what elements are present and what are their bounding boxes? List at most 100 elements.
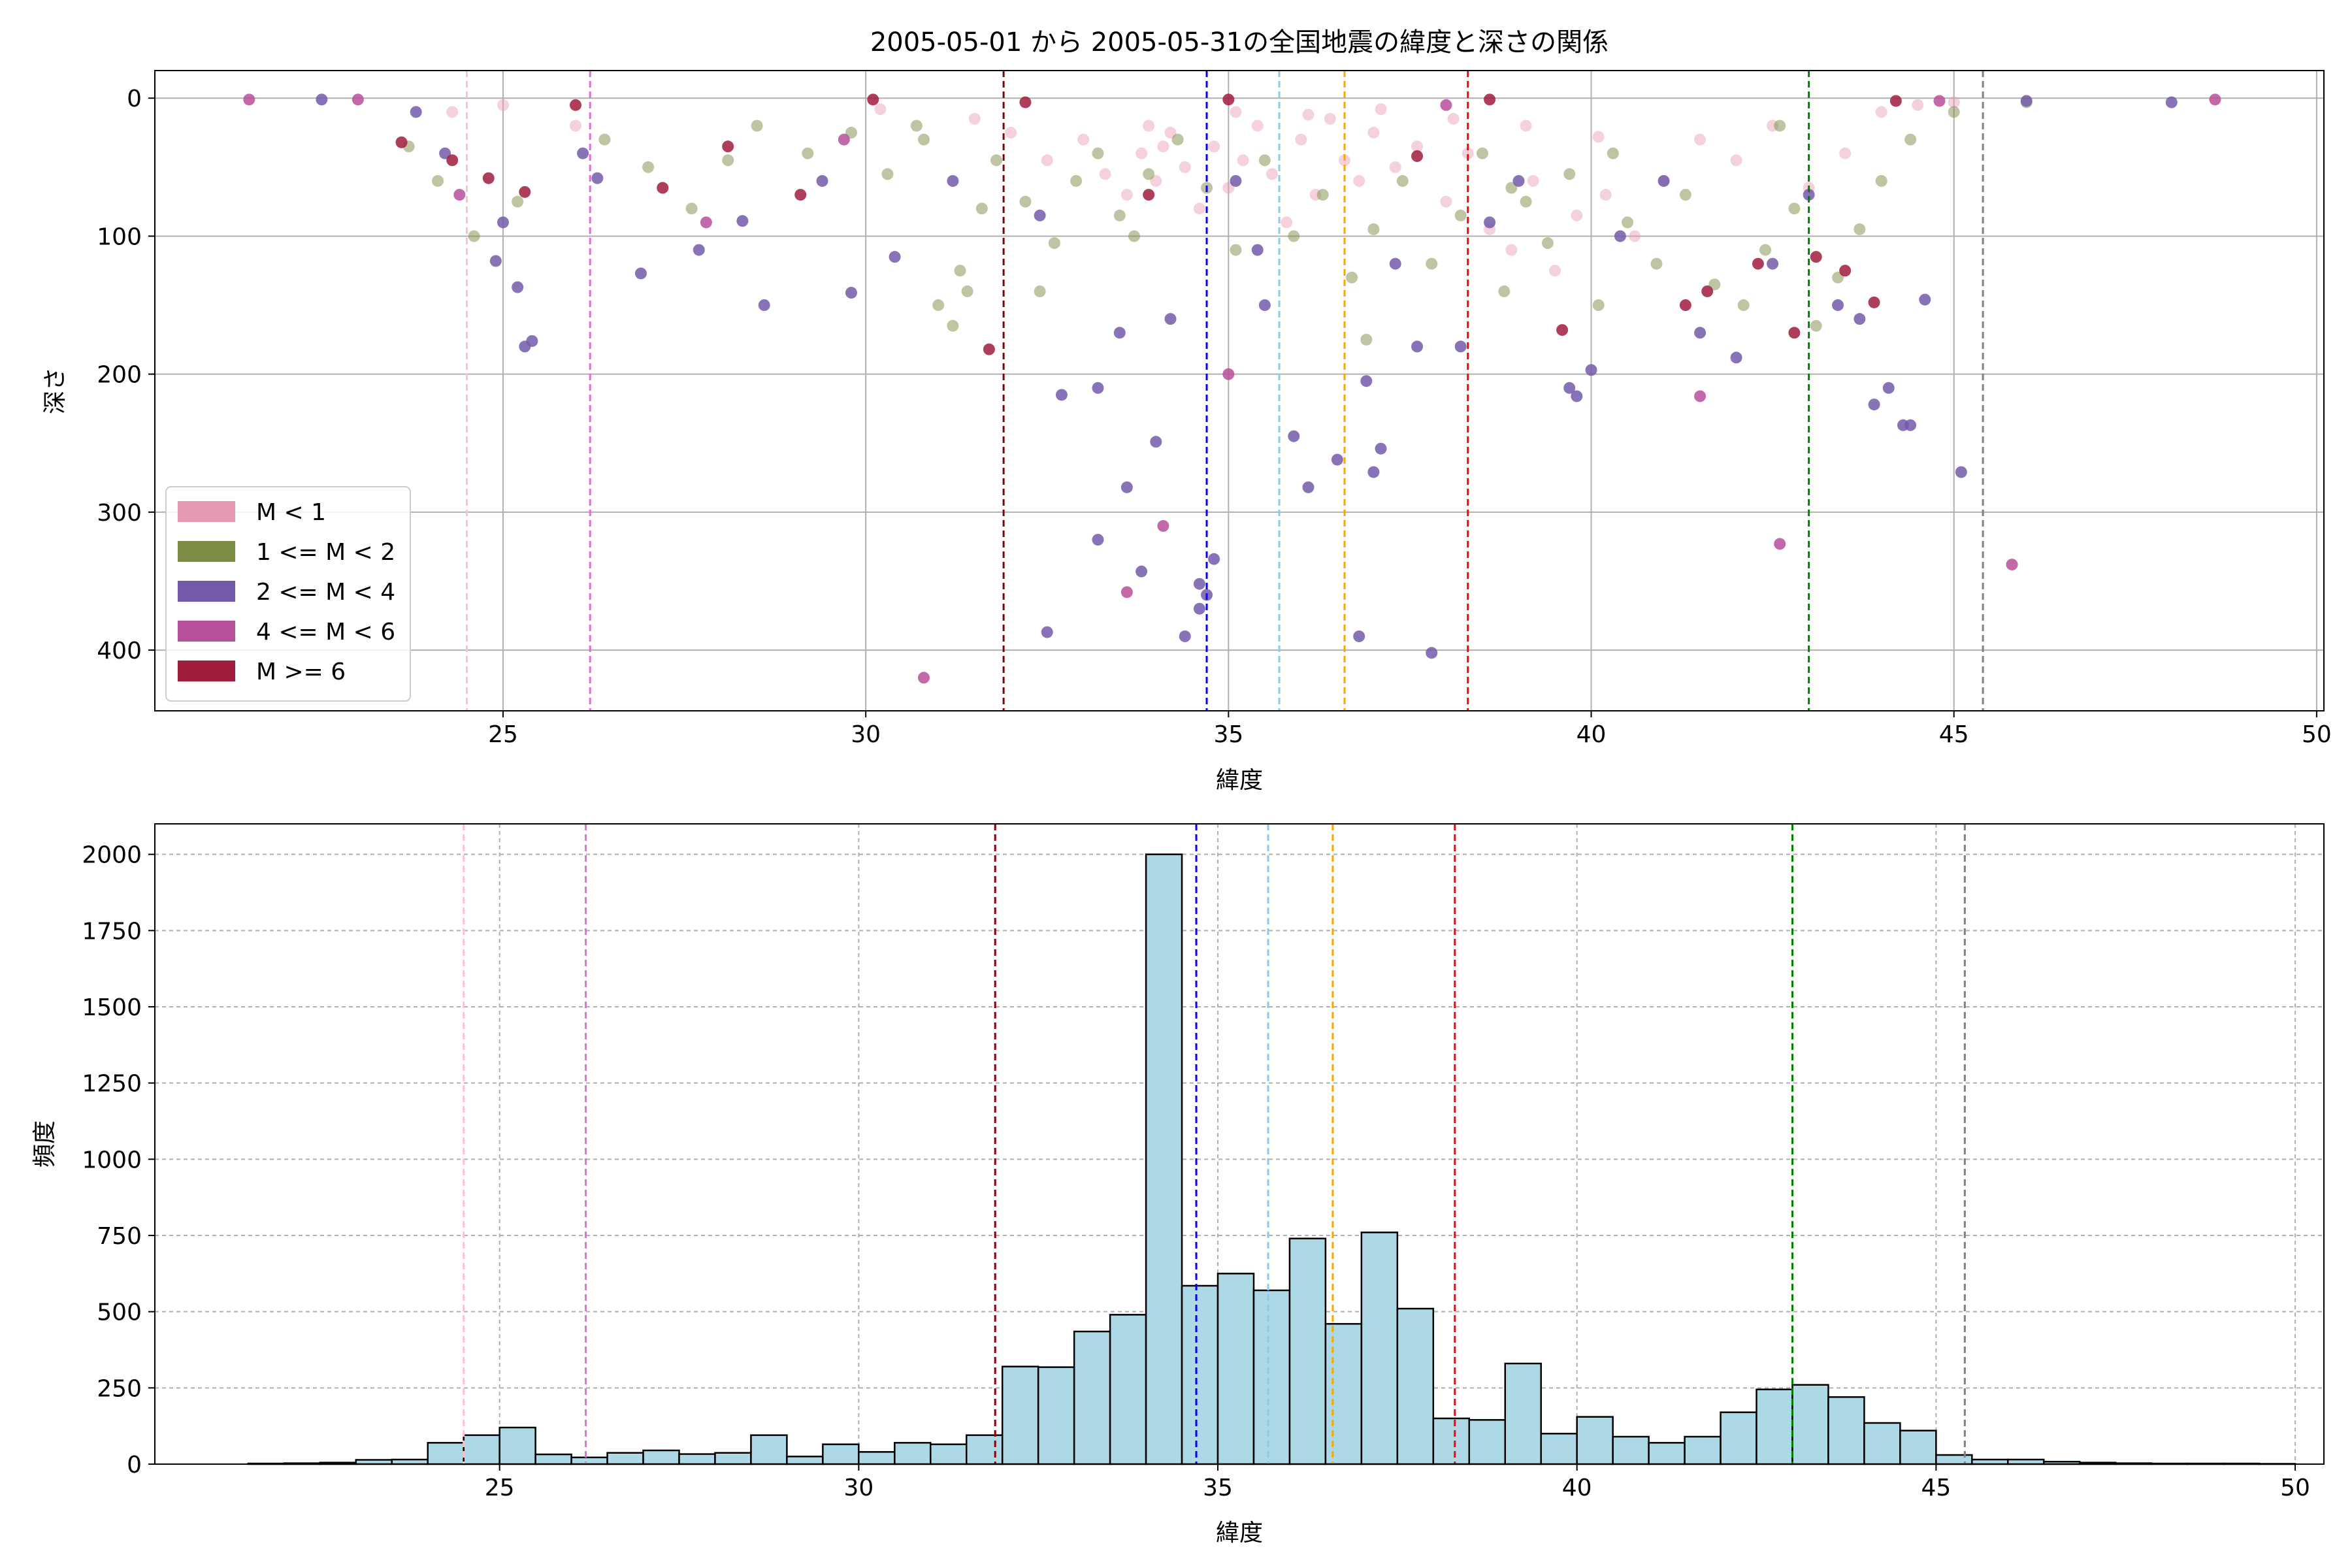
- histogram-bar: [1756, 1388, 1793, 1465]
- histogram-bar: [1360, 1232, 1399, 1465]
- scatter-point: [1375, 103, 1387, 116]
- scatter-point: [1505, 244, 1518, 256]
- scatter-point: [1774, 120, 1786, 132]
- histogram-plot-frame: [154, 823, 2325, 1465]
- scatter-point: [1810, 319, 1822, 332]
- scatter-point: [1041, 626, 1053, 638]
- scatter-point: [1810, 251, 1822, 263]
- histogram-bar: [1684, 1435, 1722, 1465]
- scatter-point: [1128, 230, 1140, 242]
- scatter-point: [1179, 630, 1191, 642]
- scatter-point: [917, 672, 930, 684]
- scatter-point: [968, 112, 981, 125]
- scatter-point: [432, 174, 444, 187]
- scatter-point: [1281, 216, 1293, 229]
- scatter-point: [1948, 96, 1960, 108]
- scatter-point: [591, 172, 604, 184]
- histogram-bar: [1181, 1284, 1219, 1465]
- scatter-point: [1440, 99, 1452, 111]
- scatter-point: [526, 335, 538, 347]
- scatter-point: [1679, 189, 1691, 201]
- scatter-point: [1208, 140, 1220, 153]
- histogram-reference-lines: [463, 824, 1966, 1464]
- scatter-point: [751, 120, 763, 132]
- scatter-point: [1854, 223, 1866, 235]
- histogram-bar: [534, 1453, 572, 1465]
- scatter-point: [700, 216, 712, 229]
- scatter-point: [1476, 147, 1488, 159]
- scatter-point: [1875, 174, 1887, 187]
- scatter-point: [1411, 140, 1424, 153]
- scatter-point: [1426, 257, 1438, 270]
- scatter-point: [1904, 419, 1917, 431]
- scatter-point: [1230, 106, 1242, 118]
- scatter-point: [1179, 161, 1191, 173]
- scatter-point: [1222, 368, 1235, 380]
- scatter-point: [693, 244, 705, 256]
- histogram-bar: [1324, 1323, 1363, 1465]
- scatter-point: [482, 172, 495, 184]
- scatter-point: [758, 299, 770, 312]
- histogram-bar: [1252, 1289, 1291, 1465]
- histogram-x-axis-label: 緯度: [1216, 1520, 1263, 1546]
- scatter-point: [1520, 195, 1532, 208]
- scatter-point: [2209, 93, 2221, 106]
- histogram-y-tick-label: 1750: [82, 918, 142, 945]
- scatter-point: [1295, 133, 1307, 146]
- scatter-point: [1099, 168, 1111, 180]
- scatter-point: [1375, 442, 1387, 455]
- histogram-bar: [1001, 1365, 1039, 1465]
- histogram-bar: [1863, 1422, 1901, 1465]
- histogram-y-tick-label: 1250: [82, 1071, 142, 1098]
- histogram-bar: [1899, 1429, 1937, 1465]
- scatter-point: [1367, 127, 1380, 139]
- scatter-point: [453, 189, 466, 201]
- scatter-x-tick-label: 50: [2302, 721, 2332, 748]
- scatter-point: [1599, 189, 1612, 201]
- scatter-point: [1193, 578, 1205, 590]
- histogram-y-tick-label: 750: [97, 1223, 142, 1250]
- scatter-point: [722, 154, 734, 167]
- scatter-point: [1143, 189, 1155, 201]
- scatter-y-tick-label: 400: [97, 638, 142, 664]
- scatter-point: [1889, 95, 1902, 107]
- scatter-point: [1541, 237, 1554, 250]
- scatter-point: [1614, 230, 1626, 242]
- scatter-point: [1230, 244, 1242, 256]
- scatter-point: [1868, 399, 1880, 411]
- scatter-point: [947, 319, 959, 332]
- scatter-point: [1650, 257, 1663, 270]
- scatter-point: [1904, 133, 1917, 146]
- histogram-bar: [570, 1456, 608, 1465]
- scatter-point: [1658, 174, 1670, 187]
- histogram-bar: [714, 1452, 752, 1465]
- scatter-point: [1622, 216, 1634, 229]
- scatter-point: [1092, 147, 1104, 159]
- histogram-x-tick-label: 30: [843, 1475, 874, 1501]
- histogram-bar: [1432, 1417, 1471, 1465]
- histogram-bar: [391, 1458, 429, 1465]
- histogram-bar: [606, 1452, 644, 1465]
- scatter-point: [1034, 209, 1046, 221]
- scatter-point: [838, 133, 850, 146]
- scatter-x-tick-label: 45: [1939, 721, 1969, 748]
- scatter-point: [1048, 237, 1060, 250]
- scatter-point: [1193, 602, 1205, 615]
- histogram-y-ticks: 0 250 500 750 1000 1250 1500 1750 2000: [82, 842, 155, 1478]
- scatter-point: [1019, 96, 1032, 108]
- scatter-point: [512, 195, 524, 208]
- scatter-point: [1759, 244, 1772, 256]
- scatter-point: [990, 154, 1003, 167]
- scatter-point: [1839, 265, 1852, 277]
- histogram-grid: [155, 824, 2324, 1465]
- scatter-point: [1730, 154, 1742, 167]
- scatter-point: [634, 267, 647, 280]
- scatter-point: [1585, 364, 1597, 376]
- scatter-point: [1498, 285, 1511, 297]
- scatter-x-axis-label: 緯度: [1216, 767, 1263, 794]
- scatter-point: [1752, 257, 1764, 270]
- scatter-point: [1302, 108, 1315, 121]
- scatter-point: [1360, 375, 1373, 387]
- histogram-y-tick-label: 500: [97, 1299, 142, 1326]
- scatter-point: [983, 343, 995, 355]
